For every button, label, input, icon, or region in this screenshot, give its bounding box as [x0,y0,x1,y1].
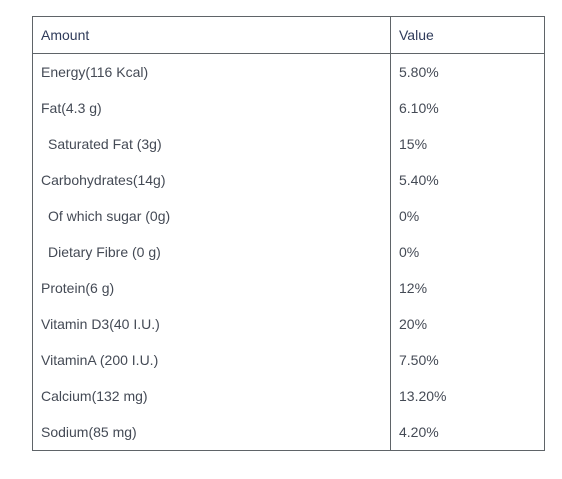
nutrient-amount-cell: Of which sugar (0g) [32,198,391,234]
nutrient-value-cell: 13.20% [399,388,447,404]
table-row: Energy(116 Kcal) 5.80% [32,53,545,90]
nutrient-value-cell: 7.50% [399,352,439,368]
nutrient-value-cell: 4.20% [399,424,439,440]
column-header-amount: Amount [32,16,391,54]
table-row: Protein(6 g) 12% [32,270,545,306]
table-row: Carbohydrates(14g) 5.40% [32,162,545,198]
nutrient-value-cell: 6.10% [399,100,439,116]
column-header-value: Value [390,16,545,54]
nutrient-value-cell: 5.40% [399,172,439,188]
nutrient-value-cell: 0% [399,244,420,260]
header-row: Amount Value [32,16,545,54]
nutrient-value-cell: 5.80% [399,64,439,80]
nutrient-value-cell: 0% [399,208,420,224]
table-row: Sodium(85 mg) 4.20% [32,414,545,451]
table-row: Vitamin D3(40 I.U.) 20% [32,306,545,342]
nutrient-amount-cell: Sodium(85 mg) [32,414,391,451]
table-row: Saturated Fat (3g) 15% [32,126,545,162]
nutrient-amount-cell: VitaminA (200 I.U.) [32,342,391,378]
table-row: Dietary Fibre (0 g) 0% [32,234,545,270]
table-row: VitaminA (200 I.U.) 7.50% [32,342,545,378]
nutrient-amount-cell: Calcium(132 mg) [32,378,391,414]
table-row: Fat(4.3 g) 6.10% [32,90,545,126]
nutrient-value-cell: 12% [399,280,428,296]
nutrient-amount-cell: Protein(6 g) [32,270,391,306]
nutrient-amount-cell: Fat(4.3 g) [32,90,391,126]
table-row: Of which sugar (0g) 0% [32,198,545,234]
nutrient-amount-cell: Dietary Fibre (0 g) [32,234,391,270]
nutrient-value-cell: 20% [399,316,428,332]
nutrient-amount-cell: Saturated Fat (3g) [32,126,391,162]
table-body: Energy(116 Kcal) 5.80% Fat(4.3 g) 6.10% … [32,53,545,451]
nutrient-amount-cell: Vitamin D3(40 I.U.) [32,306,391,342]
nutrient-amount-cell: Energy(116 Kcal) [32,53,391,90]
nutrient-value-cell: 15% [399,136,428,152]
nutrient-amount-cell: Carbohydrates(14g) [32,162,391,198]
nutrition-table: Amount Value Energy(116 Kcal) 5.80% Fat(… [32,16,545,451]
table-header: Amount Value [32,16,545,54]
table-row: Calcium(132 mg) 13.20% [32,378,545,414]
